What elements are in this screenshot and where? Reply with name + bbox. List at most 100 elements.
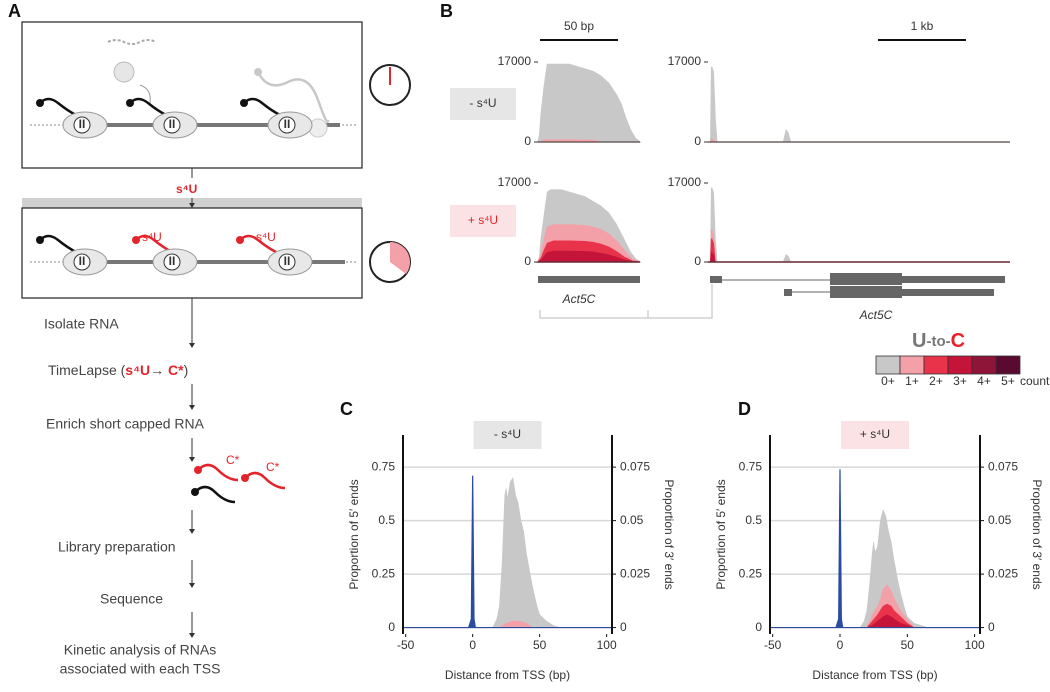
x-tick-label: 100	[965, 638, 985, 652]
rna	[244, 471, 286, 490]
step: Sequence	[100, 591, 163, 607]
cap	[36, 99, 44, 107]
legend-swatch	[875, 355, 901, 375]
cap	[194, 466, 202, 474]
condition-box	[450, 88, 516, 120]
cap	[126, 99, 134, 107]
legend-label: 2+	[929, 374, 943, 388]
label: C*	[266, 460, 280, 474]
condition-box	[450, 205, 516, 237]
step: Enrich short capped RNA	[46, 416, 205, 432]
bracket	[539, 284, 713, 319]
polymerase-core	[73, 253, 91, 271]
polymerase-label: II	[284, 254, 291, 268]
condition-label: + s⁴U	[468, 213, 498, 227]
step: Isolate RNA	[44, 316, 119, 332]
legend: 0+ 1+ 2+ 3+ 4+ 5+ count	[875, 355, 1050, 388]
y-tick-label: 0.5	[378, 513, 395, 527]
gene-model	[784, 289, 792, 296]
gene-model	[830, 286, 902, 298]
cap	[36, 236, 44, 244]
polymerase-core	[163, 116, 181, 134]
step-part: s⁴U	[125, 362, 150, 378]
area	[535, 250, 641, 263]
area	[537, 63, 642, 143]
condition-label: - s⁴U	[469, 96, 496, 110]
panel-label: B	[440, 1, 453, 21]
y2-tick-label: 0	[620, 620, 627, 634]
y-tick-label: 0	[755, 620, 762, 634]
area	[770, 469, 980, 629]
y2-tick-label: 0	[988, 620, 995, 634]
rna	[129, 97, 167, 117]
area	[708, 229, 1010, 263]
y-tick-label: 0	[524, 134, 531, 148]
y-tick-label: 17000	[668, 54, 702, 68]
panel-label: A	[8, 1, 21, 21]
area	[403, 476, 612, 628]
polymerase-core	[278, 116, 296, 134]
rna	[107, 39, 157, 45]
area	[708, 66, 1010, 143]
treatment: s⁴U	[176, 182, 197, 196]
step-part: TimeLapse (	[48, 362, 126, 378]
legend-swatch	[995, 355, 1021, 375]
legend-title-part: U	[912, 330, 926, 352]
rna	[39, 97, 77, 117]
polymerase-core	[73, 116, 91, 134]
scale-label: 50 bp	[564, 19, 594, 33]
polymerase	[113, 61, 135, 83]
polymerase-label: II	[169, 117, 176, 131]
x-tick-label: 100	[597, 638, 617, 652]
cap	[240, 99, 248, 107]
rna	[256, 71, 330, 123]
chart-title: - s⁴U	[494, 427, 521, 441]
y2-axis-label: Proportion of 3′ ends	[662, 479, 676, 589]
step: Library preparation	[58, 539, 176, 555]
label: s⁴U	[256, 230, 276, 244]
y-tick-label: 0.75	[372, 459, 396, 473]
legend-swatch	[971, 355, 997, 375]
legend-label: 5+	[1001, 374, 1015, 388]
clock-wedge	[390, 242, 411, 274]
polymerase-core	[278, 253, 296, 271]
x-tick-label: 0	[469, 638, 476, 652]
arrow	[139, 84, 151, 104]
arrowheads	[189, 203, 195, 638]
chart-title: + s⁴U	[860, 427, 890, 441]
step-part: →	[150, 362, 168, 378]
legend-unit: count	[1020, 374, 1050, 388]
step-part: )	[184, 362, 189, 378]
y-tick-label: 0	[524, 254, 531, 268]
title-box	[841, 421, 909, 449]
x-tick-label: 0	[837, 638, 844, 652]
area	[770, 508, 980, 628]
y-axis-label: Proportion of 5′ ends	[714, 479, 728, 589]
y2-tick-label: 0.025	[620, 566, 650, 580]
gene-model	[902, 276, 1005, 283]
legend-label: 4+	[977, 374, 991, 388]
scale-label: 1 kb	[911, 19, 934, 33]
y2-tick-label: 0.05	[988, 513, 1012, 527]
legend-title-part: C	[951, 330, 965, 352]
y-tick-label: 17000	[668, 175, 702, 189]
polymerase-label: II	[79, 254, 86, 268]
y-axis-label: Proportion of 5′ ends	[347, 479, 361, 589]
polymerase-label: II	[79, 117, 86, 131]
panel-label: D	[738, 399, 751, 419]
legend-title-part: -to-	[926, 333, 950, 350]
rna	[39, 234, 77, 254]
legend-swatch	[899, 355, 925, 375]
label: s⁴U	[142, 230, 162, 244]
cap	[132, 236, 140, 244]
y-tick-label: 0.25	[372, 566, 396, 580]
area	[708, 251, 1010, 263]
step: Kinetic analysis of RNAs	[64, 642, 217, 658]
y2-tick-label: 0.075	[620, 459, 650, 473]
step-part: C*	[168, 362, 184, 378]
panel-label: C	[340, 399, 353, 419]
gene-model	[902, 289, 994, 296]
rna	[194, 485, 236, 504]
gene-model	[830, 273, 902, 285]
